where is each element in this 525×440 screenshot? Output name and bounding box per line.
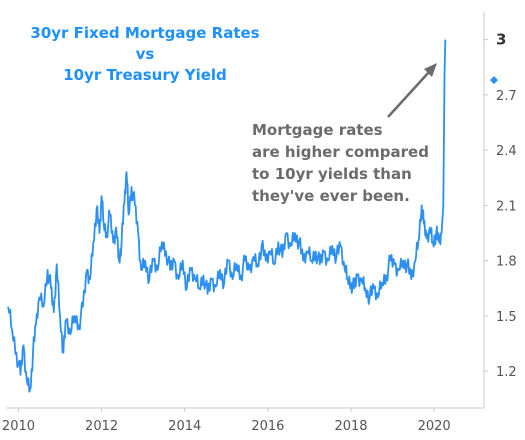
chart-title: 30yr Fixed Mortgage Rates vs 10yr Treasu…: [30, 24, 259, 84]
y-tick-label: 2.4: [496, 144, 517, 159]
y-tick-label: 2.1: [496, 199, 517, 214]
y-tick-label: 3: [496, 31, 506, 49]
y-tick-label: 2.7: [496, 89, 517, 104]
annotation-line2: are higher compared: [252, 143, 429, 161]
annotation-arrow-line: [387, 71, 430, 118]
annotation-arrow-head: [424, 63, 437, 77]
chart-title-line1: 30yr Fixed Mortgage Rates: [30, 24, 259, 42]
annotation: Mortgage rates are higher compared to 10…: [252, 63, 437, 205]
axes: [6, 12, 485, 409]
last-value-marker: [490, 76, 498, 85]
last-value-marker-group: [490, 76, 498, 85]
y-tick-label: 1.8: [496, 255, 517, 270]
series: [7, 39, 447, 393]
y-ticks: 1.2 1.5 1.8 2.1 2.4 2.7 3: [484, 31, 517, 380]
chart-title-line2: vs: [136, 45, 155, 63]
chart-title-line3: 10yr Treasury Yield: [63, 66, 227, 84]
annotation-line4: they've ever been.: [252, 187, 410, 205]
y-tick-label: 1.2: [496, 365, 517, 380]
series-line: [7, 39, 447, 393]
annotation-line3: to 10yr yields than: [252, 165, 412, 183]
x-tick-label: 2014: [168, 419, 201, 434]
annotation-line1: Mortgage rates: [252, 121, 383, 139]
x-tick-label: 2012: [85, 419, 118, 434]
x-ticks: 2010 2012 2014 2016 2018 2020: [2, 408, 451, 434]
x-tick-label: 2018: [334, 419, 367, 434]
x-tick-label: 2020: [418, 419, 451, 434]
y-tick-label: 1.5: [496, 310, 517, 325]
x-tick-label: 2016: [251, 419, 284, 434]
x-tick-label: 2010: [2, 419, 35, 434]
